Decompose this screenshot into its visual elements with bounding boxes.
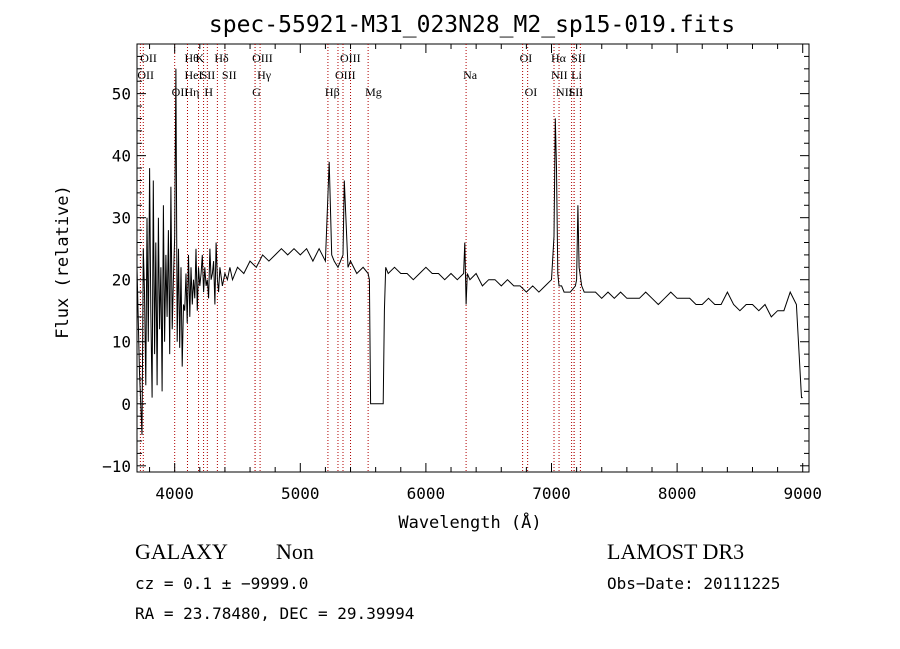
chart-title: spec-55921-M31_023N28_M2_sp15-019.fits bbox=[209, 12, 735, 38]
x-tick-label: 5000 bbox=[281, 484, 320, 503]
line-label: Hθ bbox=[184, 51, 199, 65]
y-tick-label: 30 bbox=[112, 209, 131, 228]
line-label: SII bbox=[201, 68, 216, 82]
line-label: OII bbox=[140, 51, 157, 65]
y-axis-label: Flux (relative) bbox=[53, 185, 73, 339]
axes: 4000 5000 6000 7000 8000 9000 −10 0 10 20 30 40 50 bbox=[102, 44, 822, 503]
line-label: SII bbox=[571, 51, 586, 65]
line-label: OIII bbox=[340, 51, 361, 65]
y-tick-label: −10 bbox=[102, 457, 131, 476]
line-label: Hγ bbox=[257, 68, 272, 82]
y-tick-label: 50 bbox=[112, 85, 131, 104]
line-label: Li bbox=[571, 68, 582, 82]
y-tick-label: 20 bbox=[112, 271, 131, 290]
y-tick-label: 10 bbox=[112, 333, 131, 352]
line-label: H bbox=[204, 85, 213, 99]
line-label: Mg bbox=[365, 85, 382, 99]
line-label: K bbox=[196, 51, 205, 65]
observation-date: Obs−Date: 20111225 bbox=[607, 574, 781, 593]
line-label: Na bbox=[463, 68, 478, 82]
x-tick-label: 9000 bbox=[783, 484, 822, 503]
survey-name: LAMOST DR3 bbox=[607, 539, 745, 564]
line-label: G bbox=[252, 85, 261, 99]
spectral-line-markers bbox=[139, 44, 581, 472]
line-label: SII bbox=[222, 68, 237, 82]
line-label: Hα bbox=[551, 51, 567, 65]
object-subclass: Non bbox=[276, 539, 314, 564]
line-label: OIII bbox=[335, 68, 356, 82]
x-axis-label: Wavelength (Å) bbox=[398, 511, 541, 533]
line-label: Hη bbox=[184, 85, 199, 99]
line-label: HeI bbox=[184, 68, 202, 82]
line-label: OI bbox=[525, 85, 538, 99]
redshift-value: cz = 0.1 ± −9999.0 bbox=[135, 574, 309, 593]
plot-frame bbox=[136, 43, 810, 473]
ra-dec: RA = 23.78480, DEC = 29.39994 bbox=[135, 604, 415, 623]
y-tick-label: 40 bbox=[112, 147, 131, 166]
line-label: OI bbox=[520, 51, 533, 65]
spectrum-line bbox=[136, 68, 803, 435]
line-label: SII bbox=[569, 85, 584, 99]
line-label: NII bbox=[556, 85, 573, 99]
x-tick-label: 8000 bbox=[658, 484, 697, 503]
x-tick-label: 6000 bbox=[407, 484, 446, 503]
line-label: Hδ bbox=[214, 51, 229, 65]
line-label: Hβ bbox=[325, 85, 340, 99]
line-label: NII bbox=[551, 68, 568, 82]
x-tick-label: 4000 bbox=[155, 484, 194, 503]
object-class: GALAXY bbox=[135, 539, 228, 564]
y-tick-label: 0 bbox=[121, 395, 131, 414]
line-label: OIII bbox=[252, 51, 273, 65]
x-tick-label: 7000 bbox=[532, 484, 571, 503]
line-label: OII bbox=[137, 68, 154, 82]
